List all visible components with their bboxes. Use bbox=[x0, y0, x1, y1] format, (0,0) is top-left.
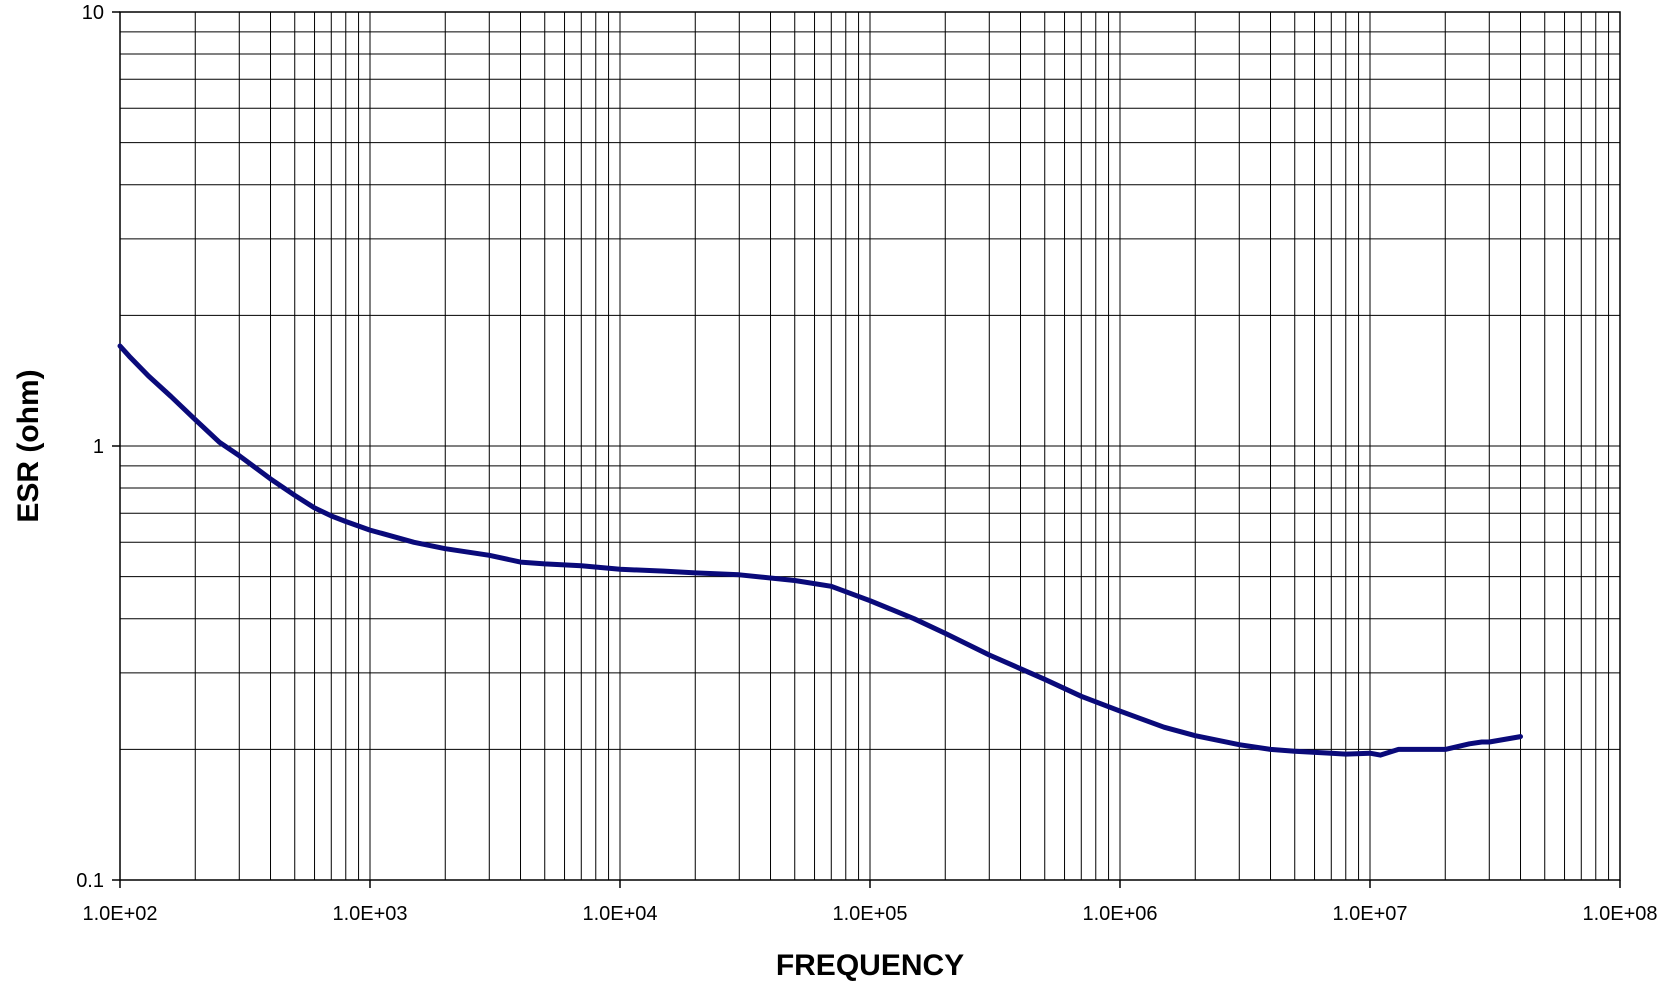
y-tick-label: 1 bbox=[93, 436, 104, 458]
x-tick-label: 1.0E+08 bbox=[1582, 903, 1657, 925]
series-layer bbox=[117, 343, 1523, 758]
x-tick-label: 1.0E+07 bbox=[1332, 903, 1407, 925]
axes bbox=[112, 11, 1621, 888]
x-tick-label: 1.0E+03 bbox=[332, 903, 407, 925]
x-tick-label: 1.0E+02 bbox=[82, 903, 157, 925]
x-tick-label: 1.0E+05 bbox=[832, 903, 907, 925]
y-tick-label: 0.1 bbox=[76, 870, 104, 892]
y-axis-title: ESR (ohm) bbox=[12, 369, 45, 522]
y-tick-label: 10 bbox=[82, 2, 104, 24]
esr-series-line bbox=[117, 343, 1523, 758]
x-tick-label: 1.0E+04 bbox=[582, 903, 657, 925]
x-tick-label: 1.0E+06 bbox=[1082, 903, 1157, 925]
x-axis-title: FREQUENCY bbox=[776, 949, 964, 982]
tick-labels: 1.0E+02 1.0E+03 1.0E+04 1.0E+05 1.0E+06 1.0E+… bbox=[76, 2, 1657, 925]
